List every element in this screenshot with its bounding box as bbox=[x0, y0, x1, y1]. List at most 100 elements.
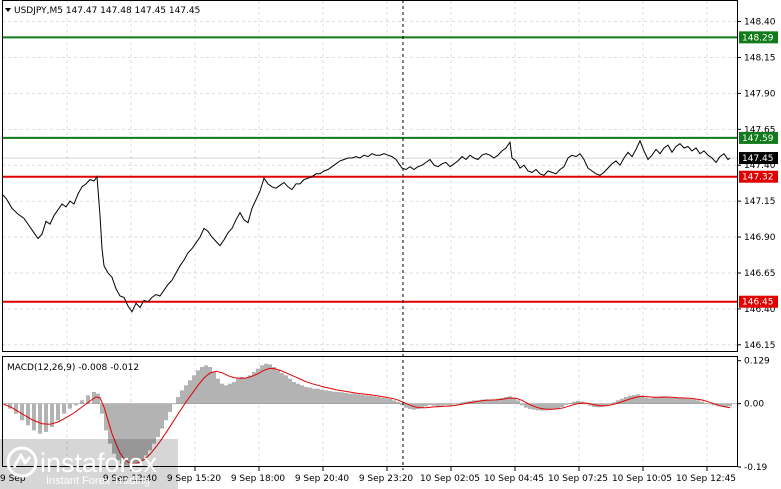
macd-histogram-bar bbox=[252, 372, 256, 404]
macd-histogram-bar bbox=[496, 398, 500, 404]
price-tick-label: 146.90 bbox=[744, 233, 776, 243]
macd-histogram-bar bbox=[456, 403, 460, 405]
macd-histogram-bar bbox=[204, 365, 208, 404]
macd-tick-label: -0.19 bbox=[744, 463, 768, 473]
macd-histogram-bar bbox=[348, 393, 352, 404]
macd-histogram-bar bbox=[672, 398, 676, 404]
macd-histogram-bar bbox=[50, 403, 54, 427]
macd-histogram-bar bbox=[712, 403, 716, 406]
level-badge-147.59 bbox=[739, 131, 778, 144]
level-badge-label: 147.32 bbox=[742, 173, 774, 183]
macd-histogram-bar bbox=[684, 398, 688, 404]
macd-histogram-bar bbox=[74, 403, 78, 406]
time-tick-label: 9 Sep 15:20 bbox=[167, 474, 222, 484]
macd-histogram-bar bbox=[292, 382, 296, 404]
macd-histogram-bar bbox=[708, 403, 712, 405]
symbol-header: USDJPY,M5 147.47 147.48 147.45 147.45 bbox=[5, 6, 200, 16]
macd-histogram-bar bbox=[144, 403, 148, 456]
watermark-brand: instaforex bbox=[40, 448, 158, 478]
level-badge-147.32 bbox=[739, 170, 778, 183]
macd-tick-label: 0.129 bbox=[744, 357, 770, 367]
macd-histogram-bar bbox=[200, 367, 204, 404]
macd-histogram-bar bbox=[296, 383, 300, 404]
macd-histogram-bar bbox=[240, 377, 244, 404]
macd-histogram-bar bbox=[688, 399, 692, 404]
price-tick-label: 148.15 bbox=[744, 53, 776, 63]
macd-histogram-bar bbox=[20, 403, 24, 421]
macd-histogram-bar bbox=[376, 397, 380, 404]
macd-histogram-bar bbox=[340, 392, 344, 404]
time-tick-label: 10 Sep 10:05 bbox=[612, 474, 672, 484]
time-tick-label: 10 Sep 07:25 bbox=[548, 474, 608, 484]
macd-histogram-bar bbox=[356, 394, 360, 404]
macd-histogram-bar bbox=[220, 383, 224, 404]
macd-histogram-bar bbox=[160, 403, 164, 429]
macd-histogram-bar bbox=[128, 403, 132, 467]
macd-histogram-bar bbox=[324, 390, 328, 404]
macd-pane-border bbox=[2, 356, 738, 467]
macd-histogram-bar bbox=[652, 397, 656, 404]
price-tick-label: 147.40 bbox=[744, 161, 776, 171]
level-badge-146.45 bbox=[739, 295, 778, 308]
macd-histogram-bar bbox=[232, 382, 236, 404]
macd-histogram-bar bbox=[424, 403, 428, 407]
level-lines bbox=[2, 36, 738, 303]
macd-histogram-bar bbox=[192, 375, 196, 404]
macd-histogram-bar bbox=[336, 392, 340, 404]
macd-histogram-bar bbox=[616, 400, 620, 404]
macd-histogram-bar bbox=[320, 389, 324, 404]
price-line bbox=[1, 139, 731, 313]
macd-histogram-bar bbox=[208, 367, 212, 404]
macd-tick-label: 0.00 bbox=[744, 400, 764, 410]
macd-histogram-bar bbox=[664, 397, 668, 404]
macd-histogram-bar bbox=[504, 397, 508, 404]
macd-histogram-bar bbox=[156, 403, 160, 437]
macd-histogram-bar bbox=[516, 400, 520, 404]
macd-histogram-bar bbox=[540, 403, 544, 411]
macd-histogram-bar bbox=[224, 385, 228, 404]
macd-histogram-bar bbox=[108, 403, 112, 444]
macd-histogram-bar bbox=[400, 403, 404, 406]
macd-histogram-bar bbox=[272, 367, 276, 404]
macd-histogram-bar bbox=[212, 372, 216, 404]
macd-histogram-bar bbox=[444, 403, 448, 405]
macd-histogram-bar bbox=[592, 403, 596, 407]
macd-histogram-bar bbox=[280, 373, 284, 404]
macd-axis-labels: 0.129 0.00 -0.19 bbox=[738, 357, 770, 473]
macd-histogram-bar bbox=[492, 399, 496, 404]
macd-histogram-bar bbox=[484, 399, 488, 404]
macd-histogram-bar bbox=[560, 403, 564, 407]
macd-histogram-bar bbox=[344, 393, 348, 404]
level-badge-label: 147.59 bbox=[742, 134, 774, 144]
macd-histogram-bar bbox=[480, 399, 484, 404]
macd-header-label: MACD(12,26,9) -0.008 -0.012 bbox=[7, 363, 139, 373]
macd-histogram-bar bbox=[244, 377, 248, 404]
macd-histogram-bar bbox=[328, 391, 332, 404]
macd-histogram-bar bbox=[692, 399, 696, 404]
macd-histogram-bar bbox=[564, 403, 568, 405]
macd-histogram-bar bbox=[432, 403, 436, 406]
macd-histogram-bar bbox=[300, 385, 304, 404]
macd-histogram-bar bbox=[268, 364, 272, 404]
macd-histogram-bar bbox=[436, 403, 440, 407]
macd-histogram-bar bbox=[552, 403, 556, 410]
macd-histogram-bar bbox=[724, 403, 728, 407]
macd-histogram-bar bbox=[396, 402, 400, 404]
macd-histogram-bar bbox=[132, 403, 136, 466]
macd-histogram-bar bbox=[512, 397, 516, 404]
macd-histogram-bar bbox=[86, 395, 90, 404]
macd-signal-line bbox=[3, 367, 731, 465]
time-tick-label: 9 Sep 20:40 bbox=[295, 474, 350, 484]
macd-histogram-bar bbox=[636, 394, 640, 404]
macd-histogram-bar bbox=[380, 397, 384, 404]
macd-histogram-bar bbox=[464, 401, 468, 404]
price-tick-label: 147.90 bbox=[744, 89, 776, 99]
macd-histogram-bar bbox=[80, 400, 84, 404]
macd-histogram-bar bbox=[604, 403, 608, 406]
price-axis-labels: 148.40 148.15 147.90 147.65 147.40 147.15 146.… bbox=[738, 18, 776, 351]
price-tick-label: 147.15 bbox=[744, 197, 776, 207]
macd-histogram-bar bbox=[180, 390, 184, 404]
macd-histogram-bar bbox=[384, 398, 388, 404]
macd-histogram-bar bbox=[608, 403, 612, 405]
macd-histogram-bar bbox=[56, 403, 60, 421]
